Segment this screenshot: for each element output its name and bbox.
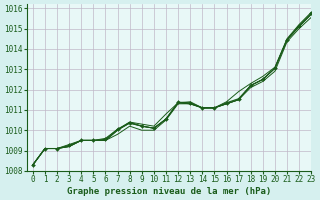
X-axis label: Graphe pression niveau de la mer (hPa): Graphe pression niveau de la mer (hPa)	[67, 187, 271, 196]
